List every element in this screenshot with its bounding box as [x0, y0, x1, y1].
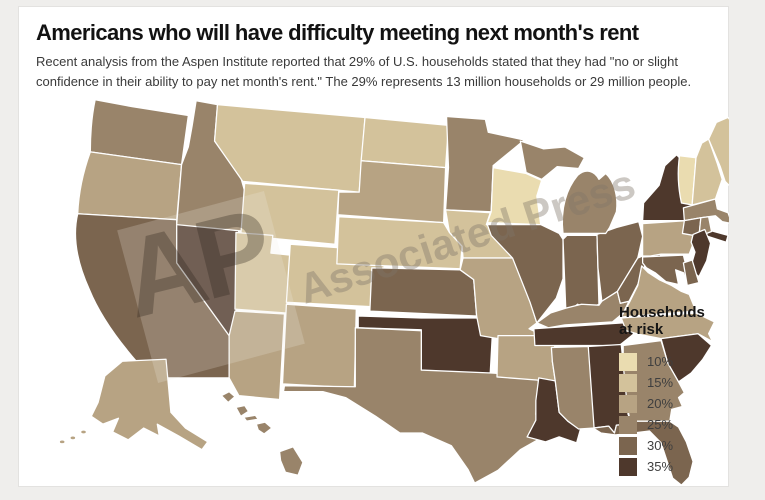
subtitle-line-1: Recent analysis from the Aspen Institute… — [36, 54, 678, 70]
legend-swatch — [619, 415, 637, 434]
legend-row: 30% — [619, 436, 731, 455]
legend-label: 25% — [647, 417, 674, 432]
state-georgia — [622, 339, 685, 422]
hawaii-big-island — [278, 446, 304, 476]
hawaii-kauai — [220, 391, 236, 404]
legend-swatch — [619, 394, 637, 413]
state-vermont — [677, 155, 697, 206]
hawaii-maui — [255, 421, 273, 435]
legend-rows: 10% 15% 20% 25% 30% 35% — [619, 352, 731, 476]
michigan-lower-peninsula — [561, 170, 618, 235]
hawaii-oahu — [235, 404, 250, 417]
article-card: Americans who will have difficulty meeti… — [18, 6, 729, 487]
legend-swatch — [619, 436, 637, 455]
legend-row: 25% — [619, 415, 731, 434]
aleutian-island — [79, 429, 88, 435]
state-north-dakota — [360, 116, 450, 169]
us-map-area: AP Associated Press Households at risk 1… — [35, 86, 729, 489]
legend-label: 15% — [647, 375, 674, 390]
state-new-mexico — [281, 303, 357, 389]
state-minnesota — [444, 115, 525, 213]
legend-row: 15% — [619, 373, 731, 392]
legend-row: 20% — [619, 394, 731, 413]
state-alaska — [58, 358, 209, 451]
state-michigan — [519, 140, 618, 235]
state-virginia — [620, 265, 697, 318]
state-mississippi — [550, 345, 595, 430]
state-arizona — [228, 310, 286, 401]
state-utah — [234, 231, 291, 314]
legend-swatch — [619, 352, 637, 371]
legend-label: 10% — [647, 354, 674, 369]
state-indiana — [562, 234, 600, 314]
legend-label: 35% — [647, 459, 674, 474]
hawaii-molokai — [243, 414, 259, 422]
page-subtitle: Recent analysis from the Aspen Institute… — [36, 52, 711, 91]
legend-row: 35% — [619, 457, 731, 476]
state-oregon — [77, 151, 183, 221]
state-kansas — [369, 267, 478, 317]
legend-swatch — [619, 457, 637, 476]
legend-label: 30% — [647, 438, 674, 453]
state-hawaii — [220, 391, 304, 476]
map-legend: Households at risk 10% 15% 20% 25% 30% 35% — [619, 304, 731, 479]
legend-swatch — [619, 373, 637, 392]
us-choropleth-map — [58, 99, 729, 486]
legend-title: Households at risk — [619, 304, 705, 339]
aleutian-island — [58, 439, 66, 445]
state-nebraska — [336, 216, 463, 270]
subtitle-line-2: confidence in their ability to pay net m… — [36, 73, 692, 89]
aleutian-island — [69, 435, 77, 441]
legend-row: 10% — [619, 352, 731, 371]
state-new-jersey — [689, 228, 712, 278]
page-title: Americans who will have difficulty meeti… — [36, 20, 639, 45]
michigan-upper-peninsula — [519, 140, 586, 181]
alaska-mainland — [90, 358, 209, 451]
state-wisconsin — [486, 166, 543, 226]
state-maine — [707, 116, 729, 187]
state-illinois — [486, 223, 564, 324]
state-south-dakota — [337, 160, 447, 224]
state-montana — [213, 104, 366, 193]
legend-label: 20% — [647, 396, 674, 411]
state-wyoming — [240, 182, 340, 245]
state-washington — [89, 99, 189, 166]
state-delaware — [682, 259, 700, 287]
